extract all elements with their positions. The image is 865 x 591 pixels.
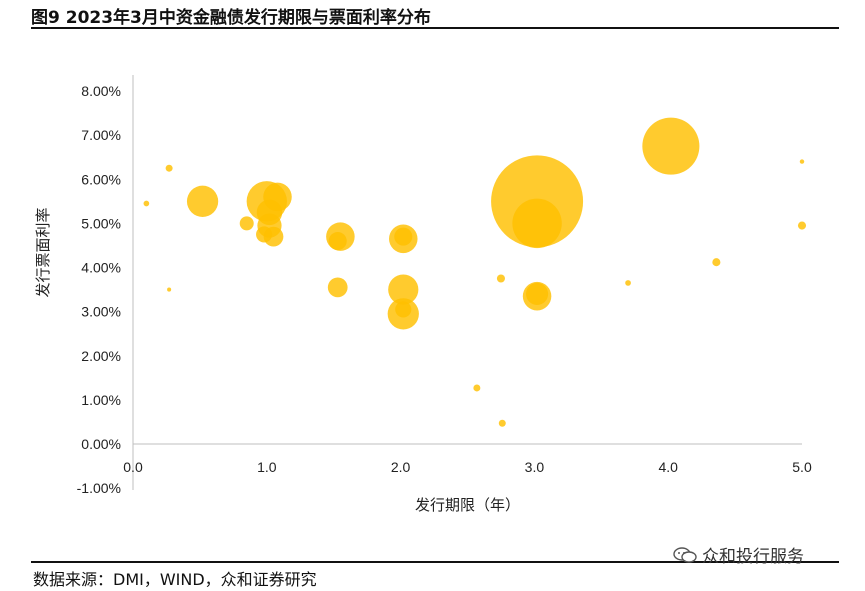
x-tick-labels: 0.0 1.0 2.0 3.0 4.0 5.0 [123, 459, 812, 475]
x-tick-label: 2.0 [391, 459, 411, 475]
bubble-point [473, 384, 481, 392]
y-tick-label: 6.00% [81, 171, 121, 187]
bubble-point [239, 216, 254, 231]
footer-rule [31, 561, 839, 563]
x-tick-label: 3.0 [525, 459, 545, 475]
watermark: 众和投行服务 [672, 542, 804, 567]
bubble-point [526, 282, 549, 306]
x-tick-label: 0.0 [123, 459, 143, 475]
bubble-point [797, 221, 807, 230]
bubble-point [165, 164, 173, 172]
y-tick-label: 2.00% [81, 348, 121, 364]
bubble-point [167, 287, 172, 292]
y-tick-label: 3.00% [81, 304, 121, 320]
y-tick-label: 5.00% [81, 215, 121, 231]
bubble-point [327, 277, 348, 298]
x-tick-label: 4.0 [658, 459, 678, 475]
bubble-point [512, 198, 562, 249]
figure-title: 图9 2023年3月中资金融债发行期限与票面利率分布 [31, 8, 431, 28]
bubble-point [388, 274, 419, 305]
y-tick-label: 1.00% [81, 392, 121, 408]
x-axis-title: 发行期限（年） [415, 496, 520, 514]
bubble-point [625, 280, 631, 286]
bubble-point [712, 258, 721, 267]
title-rule [31, 27, 839, 29]
y-tick-label: 0.00% [81, 436, 121, 452]
bubble-point [256, 226, 273, 243]
x-tick-label: 5.0 [792, 459, 812, 475]
y-tick-label: 7.00% [81, 127, 121, 143]
bubble-point [394, 227, 413, 246]
bubble-point [642, 117, 700, 175]
y-tick-labels: -1.00% 0.00% 1.00% 2.00% 3.00% 4.00% 5.00% 6.00… [77, 83, 121, 496]
y-axis-title: 发行票面利率 [34, 207, 52, 297]
y-tick-label: -1.00% [77, 480, 121, 496]
bubble-series [143, 117, 807, 427]
y-tick-label: 4.00% [81, 260, 121, 276]
source-note: 数据来源：DMI，WIND，众和证券研究 [33, 570, 317, 589]
bubble-point [395, 301, 412, 318]
chat-bubbles-icon [673, 546, 697, 563]
y-tick-label: 8.00% [81, 83, 121, 99]
bubble-point [498, 419, 506, 427]
x-tick-label: 1.0 [257, 459, 277, 475]
bubble-point [186, 185, 219, 217]
watermark-text: 众和投行服务 [702, 547, 804, 567]
bubble-point [799, 159, 805, 164]
bubble-point [328, 232, 347, 251]
bubble-point [496, 274, 505, 283]
bubble-point [143, 200, 150, 207]
